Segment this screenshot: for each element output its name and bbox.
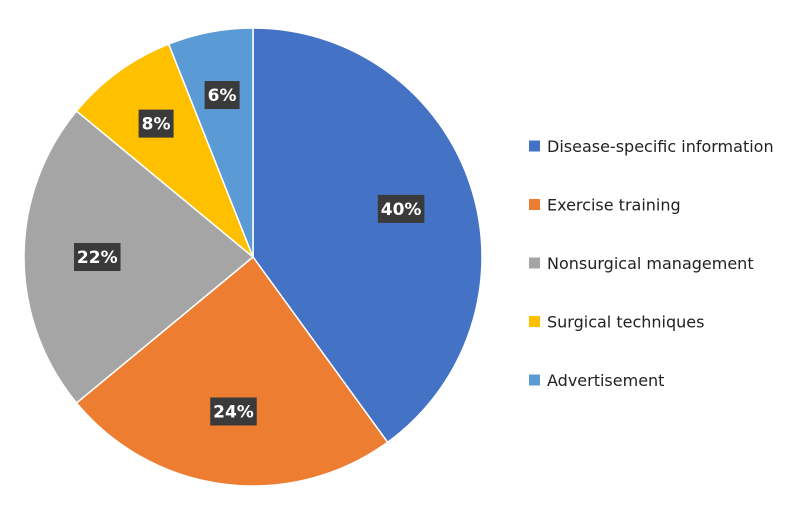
legend-swatch — [529, 316, 540, 327]
data-label-box — [204, 81, 240, 110]
legend-label: Exercise training — [547, 196, 681, 215]
data-label-box — [210, 397, 257, 426]
pie-slice-surgical-techniques — [75, 43, 254, 258]
legend-swatch — [529, 140, 540, 152]
data-label-surgical-techniques: 8% — [138, 109, 174, 138]
legend-item-exercise-training: Exercise training — [529, 196, 681, 215]
data-label-box — [138, 109, 174, 138]
legend-label: Disease-specific information — [547, 137, 774, 156]
data-label-advertisement: 6% — [204, 81, 240, 110]
legend-label: Nonsurgical management — [547, 254, 754, 273]
legend-swatch — [529, 257, 540, 269]
data-label-box — [74, 243, 121, 271]
data-label-text: 8% — [142, 115, 171, 135]
pie-slice-disease-specific-information — [252, 27, 483, 444]
data-label-text: 22% — [77, 248, 118, 268]
data-label-text: 24% — [213, 402, 254, 422]
legend-item-advertisement: Advertisement — [529, 371, 664, 390]
data-label-nonsurgical-management: 22% — [74, 243, 121, 271]
pie-slice-exercise-training — [75, 255, 389, 487]
data-labels: 40% 24% 22% 8% 6% — [74, 81, 425, 426]
data-label-text: 40% — [381, 200, 422, 220]
data-label-text: 6% — [208, 86, 237, 106]
pie-slice-nonsurgical-management — [23, 109, 255, 405]
pie-slices — [23, 27, 483, 487]
legend-label: Advertisement — [547, 371, 664, 390]
legend-label: Surgical techniques — [547, 313, 704, 332]
data-label-box — [377, 194, 425, 223]
legend-swatch — [529, 374, 540, 386]
legend-item-surgical-techniques: Surgical techniques — [529, 313, 704, 332]
data-label-disease-specific-information: 40% — [377, 194, 425, 223]
legend-item-disease-specific-information: Disease-specific information — [529, 137, 774, 156]
legend-swatch — [529, 199, 540, 210]
legend-item-nonsurgical-management: Nonsurgical management — [529, 254, 754, 273]
data-label-exercise-training: 24% — [210, 397, 257, 426]
legend: Disease-specific information Exercise tra… — [529, 137, 774, 390]
